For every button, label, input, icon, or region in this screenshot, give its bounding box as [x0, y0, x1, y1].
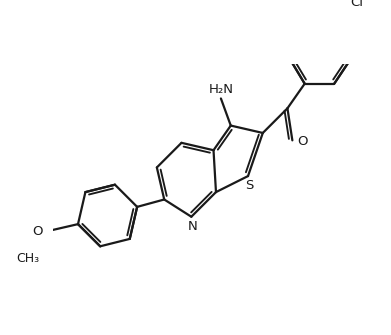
Text: CH₃: CH₃	[16, 252, 39, 265]
Text: Cl: Cl	[350, 0, 363, 9]
Text: N: N	[188, 220, 197, 233]
Text: O: O	[297, 135, 307, 148]
Text: O: O	[32, 225, 43, 238]
Text: S: S	[245, 179, 253, 192]
Text: H₂N: H₂N	[208, 83, 233, 96]
